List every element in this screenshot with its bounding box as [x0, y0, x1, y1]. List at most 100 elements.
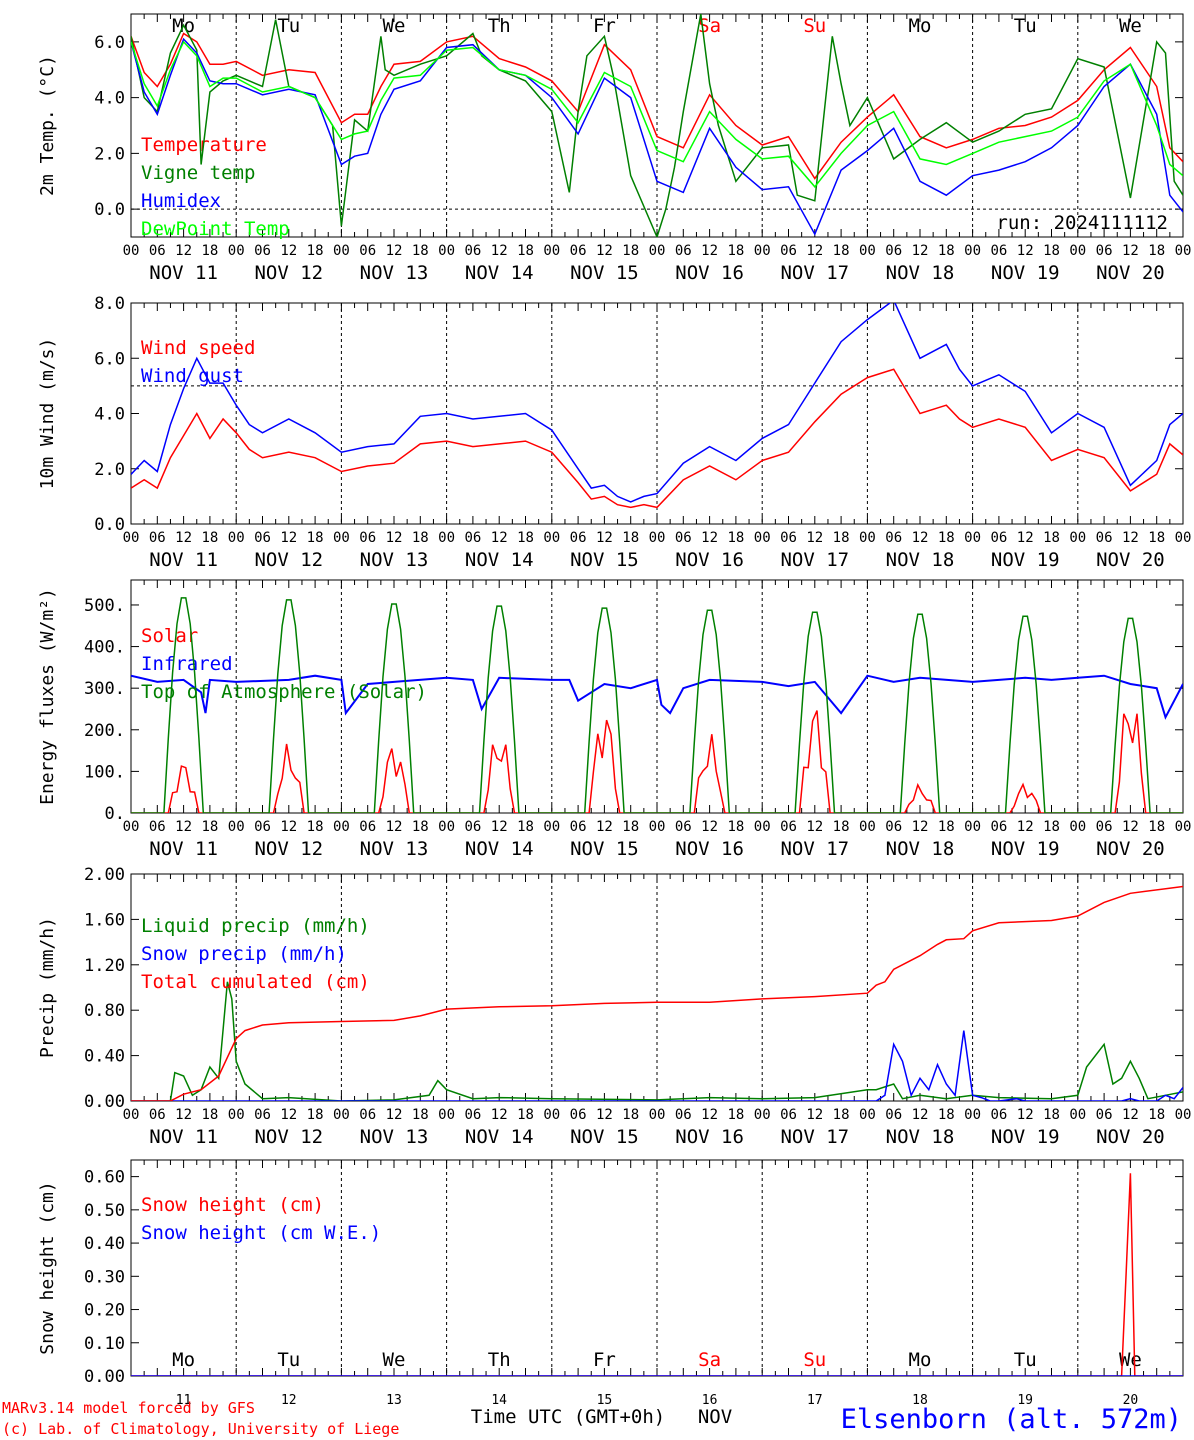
- weekday-label: Su: [803, 15, 826, 37]
- legend-entry: Wind speed: [141, 337, 255, 359]
- y-tick-label: 0.40: [84, 1047, 125, 1067]
- weekday-label: Th: [488, 15, 511, 37]
- x-hour-label: 00: [543, 1107, 560, 1123]
- time-axis-label: Time UTC (GMT+0h): [471, 1406, 665, 1428]
- x-hour-label: 06: [675, 243, 692, 259]
- weekday-label: Th: [488, 1349, 511, 1371]
- x-hour-label: 00: [438, 819, 455, 835]
- day-number-label: 18: [912, 1393, 928, 1408]
- x-hour-label: 18: [1043, 243, 1060, 259]
- x-hour-label: 12: [596, 243, 613, 259]
- y-tick-label: 300.: [84, 679, 125, 699]
- x-hour-label: 12: [701, 1107, 718, 1123]
- x-hour-label: 12: [386, 243, 403, 259]
- x-date-label: NOV 20: [1096, 1126, 1165, 1148]
- x-hour-label: 18: [307, 530, 324, 546]
- x-hour-label: 00: [228, 530, 245, 546]
- x-hour-label: 12: [1122, 819, 1139, 835]
- y-tick-label: 4.0: [94, 89, 125, 109]
- x-hour-label: 18: [1148, 819, 1165, 835]
- x-hour-label: 06: [1096, 243, 1113, 259]
- x-hour-label: 06: [254, 243, 271, 259]
- x-hour-label: 18: [938, 1107, 955, 1123]
- x-hour-label: 18: [833, 530, 850, 546]
- day-number-label: 13: [386, 1393, 402, 1408]
- x-hour-label: 00: [964, 1107, 981, 1123]
- panel-3: 0. 100. 200. 300. 400. 500. Energy fluxes (W/m…: [37, 579, 1192, 860]
- series-line: [131, 710, 1183, 813]
- x-hour-label: 18: [938, 819, 955, 835]
- x-hour-label: 00: [649, 530, 666, 546]
- x-hour-label: 06: [570, 243, 587, 259]
- y-tick-label: 2.0: [94, 144, 125, 164]
- x-hour-label: 18: [727, 1107, 744, 1123]
- x-hour-label: 00: [859, 819, 876, 835]
- y-tick-label: 0.40: [84, 1234, 125, 1254]
- x-hour-label: 00: [333, 530, 350, 546]
- x-hour-label: 12: [491, 1107, 508, 1123]
- x-hour-label: 12: [806, 530, 823, 546]
- x-hour-label: 12: [386, 819, 403, 835]
- y-axis-label: 10m Wind (m/s): [37, 338, 58, 490]
- x-hour-label: 18: [307, 1107, 324, 1123]
- x-hour-label: 18: [1043, 530, 1060, 546]
- weekday-label: Tu: [1014, 15, 1037, 37]
- y-tick-label: 0.80: [84, 1001, 125, 1021]
- x-hour-label: 18: [938, 243, 955, 259]
- x-hour-label: 12: [1017, 243, 1034, 259]
- x-date-label: NOV 14: [465, 1126, 534, 1148]
- y-tick-label: 100.: [84, 762, 125, 782]
- x-hour-label: 12: [1017, 819, 1034, 835]
- x-hour-label: 12: [701, 530, 718, 546]
- x-hour-label: 00: [964, 819, 981, 835]
- x-hour-label: 00: [123, 530, 140, 546]
- legend-entry: Snow height (cm): [141, 1194, 324, 1216]
- legend-entry: Solar: [141, 625, 198, 647]
- y-axis-label: Snow height (cm): [37, 1181, 58, 1354]
- x-hour-label: 06: [675, 530, 692, 546]
- legend-entry: Wind gust: [141, 365, 244, 387]
- x-hour-label: 06: [464, 1107, 481, 1123]
- x-hour-label: 12: [280, 243, 297, 259]
- series-line: [131, 885, 1183, 1101]
- x-hour-label: 12: [806, 819, 823, 835]
- legend-entry: Liquid precip (mm/h): [141, 915, 370, 937]
- x-date-label: NOV 19: [991, 262, 1060, 284]
- x-date-label: NOV 17: [780, 549, 849, 571]
- x-hour-label: 00: [1069, 530, 1086, 546]
- x-hour-label: 00: [1175, 819, 1192, 835]
- x-date-label: NOV 20: [1096, 838, 1165, 860]
- x-hour-label: 06: [359, 819, 376, 835]
- x-hour-label: 00: [964, 243, 981, 259]
- x-hour-label: 06: [675, 1107, 692, 1123]
- day-number-label: 12: [281, 1393, 297, 1408]
- x-hour-label: 00: [438, 1107, 455, 1123]
- panel-1: 0.0 2.0 4.0 6.0 2m Temp. (°C) 00 06 12 18 NOV 11 0…: [37, 13, 1191, 284]
- x-hour-label: 18: [938, 530, 955, 546]
- y-tick-label: 0.0: [94, 200, 125, 220]
- x-hour-label: 00: [859, 243, 876, 259]
- x-hour-label: 18: [1043, 1107, 1060, 1123]
- y-tick-label: 0.60: [84, 1168, 125, 1188]
- day-number-label: 11: [176, 1393, 192, 1408]
- x-hour-label: 00: [649, 819, 666, 835]
- day-number-label: 14: [491, 1393, 507, 1408]
- x-hour-label: 06: [885, 819, 902, 835]
- x-date-label: NOV 16: [675, 1126, 744, 1148]
- series-line: [131, 37, 1183, 236]
- y-tick-label: 0.0: [94, 515, 125, 535]
- x-date-label: NOV 18: [886, 838, 955, 860]
- x-hour-label: 00: [543, 243, 560, 259]
- x-date-label: NOV 15: [570, 1126, 639, 1148]
- x-hour-label: 00: [543, 530, 560, 546]
- x-hour-label: 12: [596, 1107, 613, 1123]
- day-number-label: 20: [1123, 1393, 1139, 1408]
- x-hour-label: 12: [1122, 243, 1139, 259]
- x-hour-label: 12: [386, 530, 403, 546]
- x-hour-label: 00: [1069, 819, 1086, 835]
- x-hour-label: 12: [912, 1107, 929, 1123]
- x-hour-label: 18: [517, 819, 534, 835]
- weekday-label: Sa: [698, 15, 721, 37]
- x-date-label: NOV 17: [780, 1126, 849, 1148]
